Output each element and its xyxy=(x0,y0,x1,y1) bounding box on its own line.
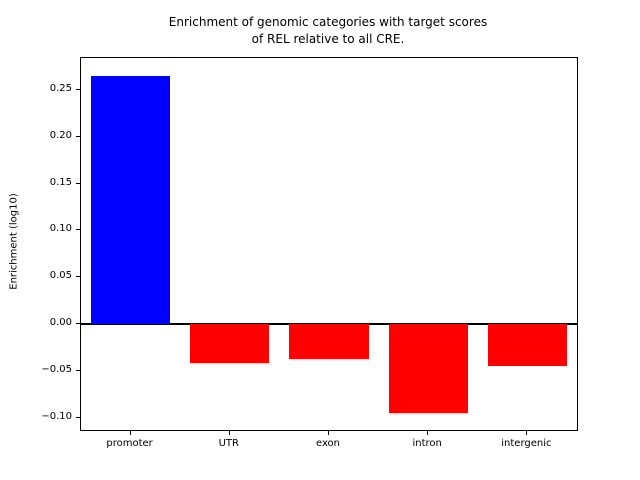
y-tick-label: 0.00 xyxy=(49,317,72,329)
y-tick-mark xyxy=(76,135,80,137)
x-tick-label-intron: intron xyxy=(412,438,442,449)
y-tick-label: 0.05 xyxy=(49,270,72,282)
y-axis-label: Enrichment (log10) xyxy=(8,193,20,290)
y-tick-mark xyxy=(76,88,80,90)
x-tick-mark xyxy=(129,431,131,435)
bar-UTR xyxy=(190,324,270,364)
y-tick-mark xyxy=(76,416,80,418)
bar-promoter xyxy=(90,75,171,325)
x-tick-label-exon: exon xyxy=(315,438,341,449)
bar-intergenic xyxy=(487,324,568,367)
y-tick-label: 0.25 xyxy=(49,82,72,94)
y-tick-label: 0.20 xyxy=(49,129,72,141)
y-tick-label: 0.15 xyxy=(49,176,72,188)
chart-title: Enrichment of genomic categories with ta… xyxy=(168,15,488,46)
x-tick-mark xyxy=(328,431,329,435)
bar-intron xyxy=(388,324,468,414)
x-tick-label-intergenic: intergenic xyxy=(501,438,552,449)
y-tick-label: −0.10 xyxy=(41,410,72,422)
y-tick-label: 0.10 xyxy=(49,223,72,235)
x-tick-label-promoter: promoter xyxy=(106,438,153,449)
y-tick-mark xyxy=(76,182,80,184)
bar-exon xyxy=(289,324,369,359)
y-tick-mark xyxy=(76,229,80,231)
x-tick-mark xyxy=(427,431,429,435)
x-tick-mark xyxy=(526,431,528,435)
x-tick-label-UTR: UTR xyxy=(218,438,239,449)
y-tick-mark xyxy=(76,276,80,278)
x-tick-mark xyxy=(228,431,230,435)
y-tick-label: −0.05 xyxy=(41,363,72,375)
y-tick-mark xyxy=(76,369,80,371)
y-tick-mark xyxy=(76,323,80,325)
plot-area xyxy=(80,57,578,431)
